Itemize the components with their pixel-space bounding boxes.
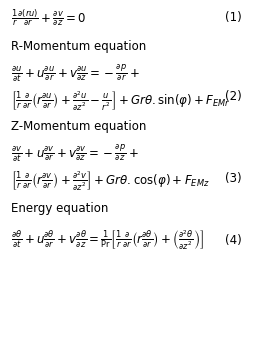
Text: (1): (1) xyxy=(225,11,242,24)
Text: $\frac{\partial v}{\partial t}+u\frac{\partial v}{\partial r}+v\frac{\partial v}: $\frac{\partial v}{\partial t}+u\frac{\p… xyxy=(11,142,139,164)
Text: $\left[\frac{1}{r}\frac{\partial}{\partial r}\left(r\frac{\partial v}{\partial r: $\left[\frac{1}{r}\frac{\partial}{\parti… xyxy=(11,170,210,193)
Text: (3): (3) xyxy=(225,172,242,185)
Text: $\frac{\partial u}{\partial t}+u\frac{\partial u}{\partial r}+v\frac{\partial u}: $\frac{\partial u}{\partial t}+u\frac{\p… xyxy=(11,62,140,84)
Text: R-Momentum equation: R-Momentum equation xyxy=(11,40,146,53)
Text: Energy equation: Energy equation xyxy=(11,202,109,215)
Text: $\left[\frac{1}{r}\frac{\partial}{\partial r}\left(r\frac{\partial u}{\partial r: $\left[\frac{1}{r}\frac{\partial}{\parti… xyxy=(11,90,231,113)
Text: (4): (4) xyxy=(225,234,242,247)
Text: (2): (2) xyxy=(225,90,242,103)
Text: Z-Momentum equation: Z-Momentum equation xyxy=(11,120,147,133)
Text: $\frac{1}{r}\frac{\partial(ru)}{\partial r}+\frac{\partial v}{\partial z}=0$: $\frac{1}{r}\frac{\partial(ru)}{\partial… xyxy=(11,7,87,28)
Text: $\frac{\partial\theta}{\partial t}+u\frac{\partial\theta}{\partial r}+v\frac{\pa: $\frac{\partial\theta}{\partial t}+u\fra… xyxy=(11,229,204,252)
